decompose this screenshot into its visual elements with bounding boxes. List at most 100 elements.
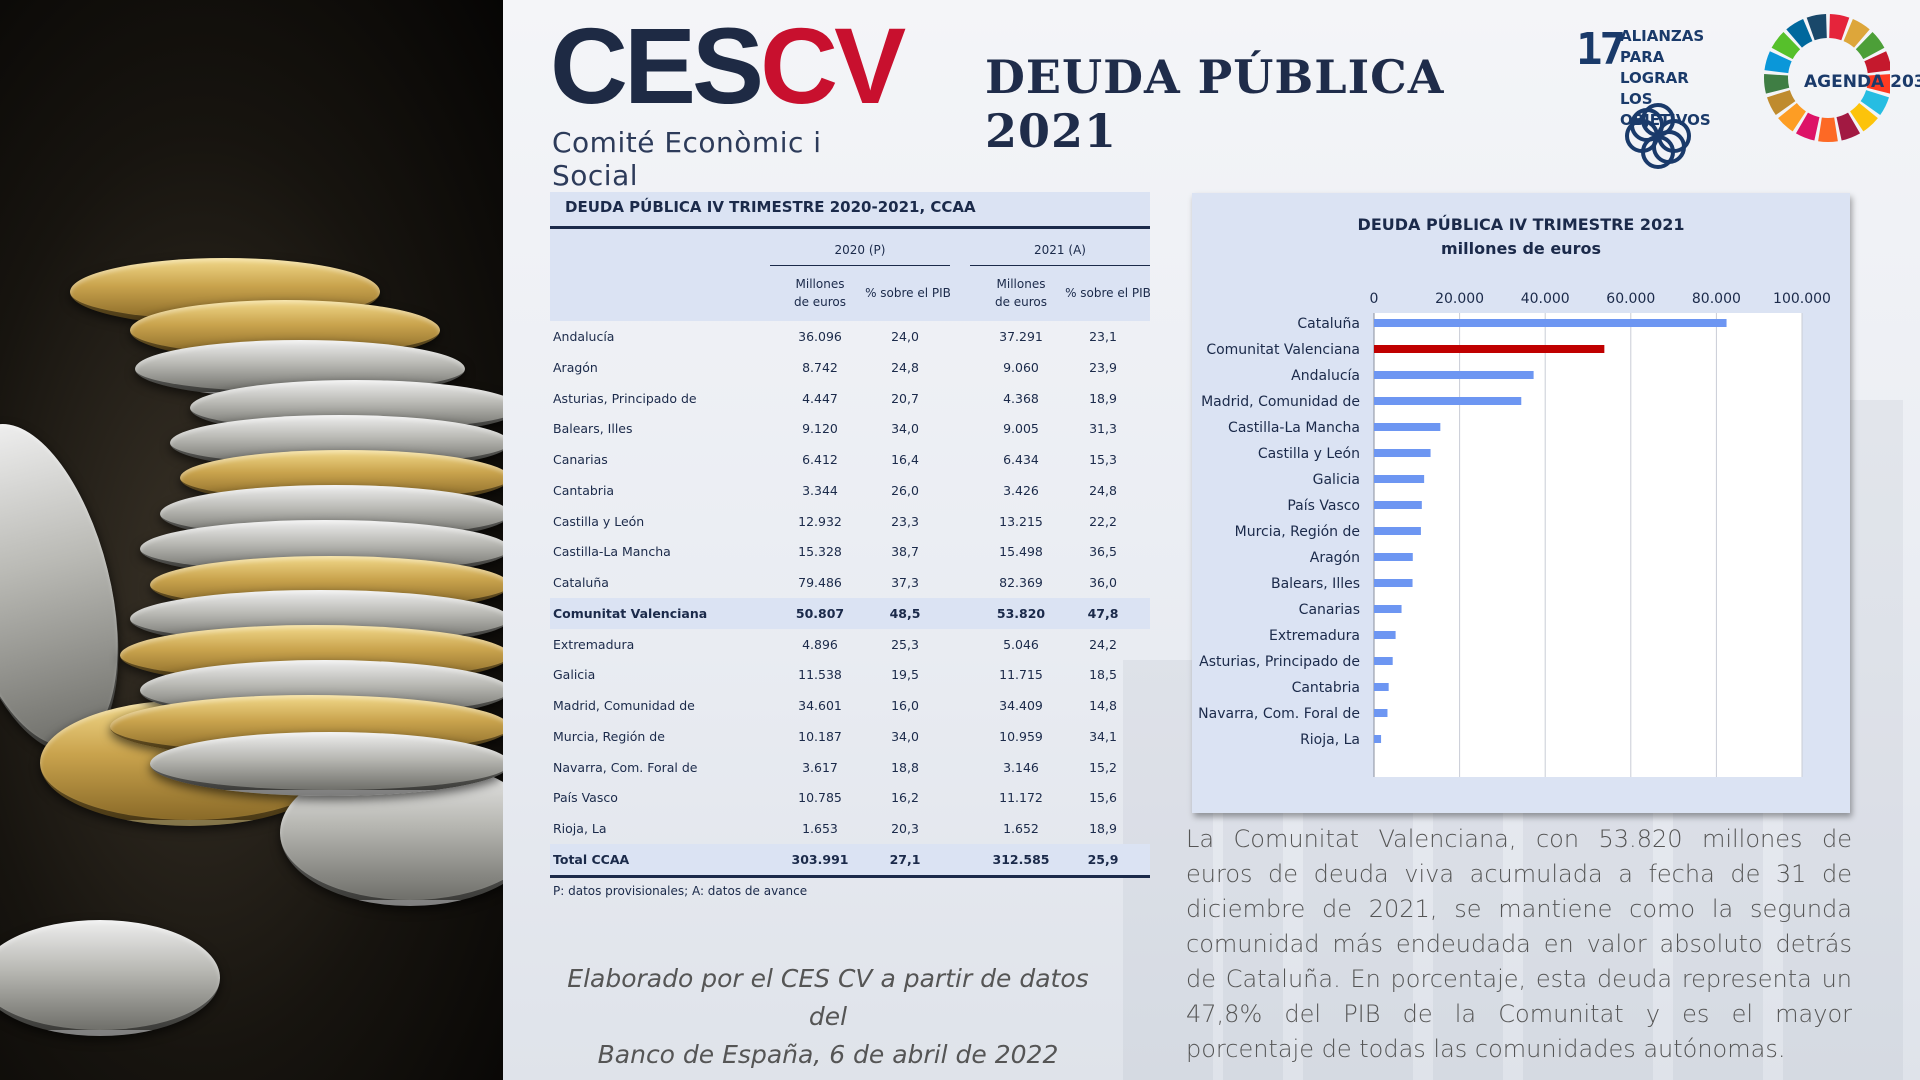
x-tick-label: 80.000 <box>1692 291 1741 307</box>
row-pib-2021: 23,1 <box>1089 329 1117 344</box>
logo-mark: CESCV <box>550 12 906 120</box>
header-millones-line1: Millones <box>795 277 845 291</box>
bar <box>1374 657 1393 665</box>
row-pib-2021: 22,2 <box>1089 513 1117 529</box>
sdg-wheel-segment <box>1766 90 1796 116</box>
header-line-2021 <box>970 265 1150 266</box>
row-millones-2021: 82.369 <box>999 575 1043 590</box>
bar <box>1374 527 1421 535</box>
x-tick-label: 20.000 <box>1435 291 1484 307</box>
row-millones-2020: 15.328 <box>798 544 842 560</box>
sdg-wheel-segment <box>1866 74 1890 94</box>
row-name: País Vasco <box>553 790 618 806</box>
bar <box>1374 631 1396 639</box>
row-pib-2020: 24,8 <box>891 359 919 375</box>
category-label: Murcia, Región de <box>1235 524 1360 540</box>
sdg-wheel-segment <box>1806 14 1827 41</box>
row-pib-2021: 36,5 <box>1089 544 1117 560</box>
sdg-wheel-segment <box>1818 117 1838 142</box>
bar <box>1374 423 1441 431</box>
bar <box>1374 345 1605 353</box>
category-label: Cantabria <box>1292 680 1360 696</box>
table-row: Cataluña 79.486 37,3 82.369 36,0 <box>550 567 1150 598</box>
row-pib-2020: 38,7 <box>891 544 919 560</box>
category-label: Aragón <box>1310 550 1360 566</box>
bar <box>1374 709 1388 717</box>
sdg-wheel-segment <box>1795 112 1820 141</box>
table-row: Navarra, Com. Foral de 3.617 18,8 3.146 15,2 <box>550 752 1150 783</box>
table-row: Murcia, Región de 10.187 34,0 10.959 34,1 <box>550 721 1150 752</box>
row-name: Cataluña <box>553 575 609 590</box>
row-pib-2020: 16,0 <box>891 698 919 713</box>
row-millones-2020: 10.785 <box>798 790 842 806</box>
row-pib-2021: 18,9 <box>1089 821 1117 836</box>
row-name: Extremadura <box>553 636 635 652</box>
row-millones-2020: 11.538 <box>798 667 842 683</box>
row-millones-2021: 4.368 <box>1003 390 1039 406</box>
chart-title: DEUDA PÚBLICA IV TRIMESTRE 2021 <box>1357 215 1685 234</box>
category-label: Castilla y León <box>1258 446 1360 462</box>
table-row: Cantabria 3.344 26,0 3.426 24,8 <box>550 475 1150 506</box>
row-millones-2020: 12.932 <box>798 513 842 529</box>
category-label: País Vasco <box>1287 498 1360 514</box>
category-label: Extremadura <box>1269 628 1360 644</box>
row-pib-2021: 47,8 <box>1087 605 1119 621</box>
credit-line2: Banco de España, 6 de abril de 2022 <box>597 1040 1059 1069</box>
row-pib-2021: 15,6 <box>1089 790 1117 806</box>
category-label: Andalucía <box>1291 368 1360 384</box>
row-pib-2020: 20,7 <box>891 390 919 406</box>
coin <box>150 732 503 796</box>
category-label: Asturias, Principado de <box>1199 654 1360 670</box>
category-label: Navarra, Com. Foral de <box>1198 706 1360 722</box>
row-millones-2021: 34.409 <box>999 698 1043 713</box>
row-millones-2021: 5.046 <box>1003 636 1039 652</box>
row-millones-2020: 9.120 <box>802 421 838 437</box>
partnership-flower-icon <box>1625 103 1691 169</box>
table-row: Total CCAA 303.991 27,1 312.585 25,9 <box>550 843 1150 878</box>
row-millones-2021: 1.652 <box>1003 821 1039 836</box>
row-pib-2021: 23,9 <box>1089 359 1117 375</box>
row-millones-2021: 3.146 <box>1003 759 1039 775</box>
row-millones-2021: 13.215 <box>999 513 1043 529</box>
sdg17-number: 17 <box>1576 24 1626 75</box>
source-credit: Elaborado por el CES CV a partir de dato… <box>548 960 1108 1074</box>
sdg-wheel-segment <box>1850 103 1878 132</box>
credit-line1: Elaborado por el CES CV a partir de dato… <box>567 964 1089 1031</box>
header-millones-line1: Millones <box>996 277 1046 291</box>
row-name: Rioja, La <box>553 821 607 836</box>
cescv-logo: CESCV Comité Econòmic i Social <box>550 8 906 193</box>
agenda-label: AGENDA 2030 <box>1804 72 1920 92</box>
row-pib-2020: 23,3 <box>891 513 919 529</box>
row-pib-2021: 15,3 <box>1089 452 1117 467</box>
table-row: Comunitat Valenciana 50.807 48,5 53.820 47,8 <box>550 597 1150 629</box>
row-millones-2020: 1.653 <box>802 821 838 836</box>
sdg-wheel-segment <box>1829 14 1850 41</box>
sdg17-line2: LOGRAR <box>1620 69 1689 87</box>
row-name: Aragón <box>553 359 598 375</box>
row-millones-2020: 10.187 <box>798 728 842 744</box>
row-name: Navarra, Com. Foral de <box>553 759 698 775</box>
table-note: P: datos provisionales; A: datos de avan… <box>553 883 808 898</box>
row-millones-2020: 4.896 <box>802 636 838 652</box>
category-label: Rioja, La <box>1300 732 1360 748</box>
table-body: Andalucía 36.096 24,0 37.291 23,1 Aragón 8.742… <box>550 321 1150 878</box>
sdg17-line1: ALIANZAS PARA <box>1620 27 1705 66</box>
row-pib-2021: 18,9 <box>1089 390 1117 406</box>
sdg-wheel-segment <box>1764 51 1792 74</box>
category-label: Madrid, Comunidad de <box>1201 394 1360 410</box>
row-pib-2020: 26,0 <box>891 482 919 498</box>
header-millones-2020: Millones de euros <box>775 275 865 311</box>
bar <box>1374 475 1425 483</box>
row-millones-2020: 34.601 <box>798 698 842 713</box>
header-pib-2021: % sobre el PIB <box>1065 286 1151 300</box>
row-millones-2021: 6.434 <box>1003 452 1039 467</box>
bar <box>1374 449 1431 457</box>
plot-area <box>1374 313 1802 777</box>
table-row: Castilla y León 12.932 23,3 13.215 22,2 <box>550 506 1150 537</box>
row-millones-2021: 3.426 <box>1003 482 1039 498</box>
row-pib-2021: 36,0 <box>1089 575 1117 590</box>
category-label: Cataluña <box>1297 316 1360 332</box>
row-name: Asturias, Principado de <box>553 390 697 406</box>
table-title: DEUDA PÚBLICA IV TRIMESTRE 2020-2021, CC… <box>550 192 1150 229</box>
row-name: Madrid, Comunidad de <box>553 698 695 713</box>
